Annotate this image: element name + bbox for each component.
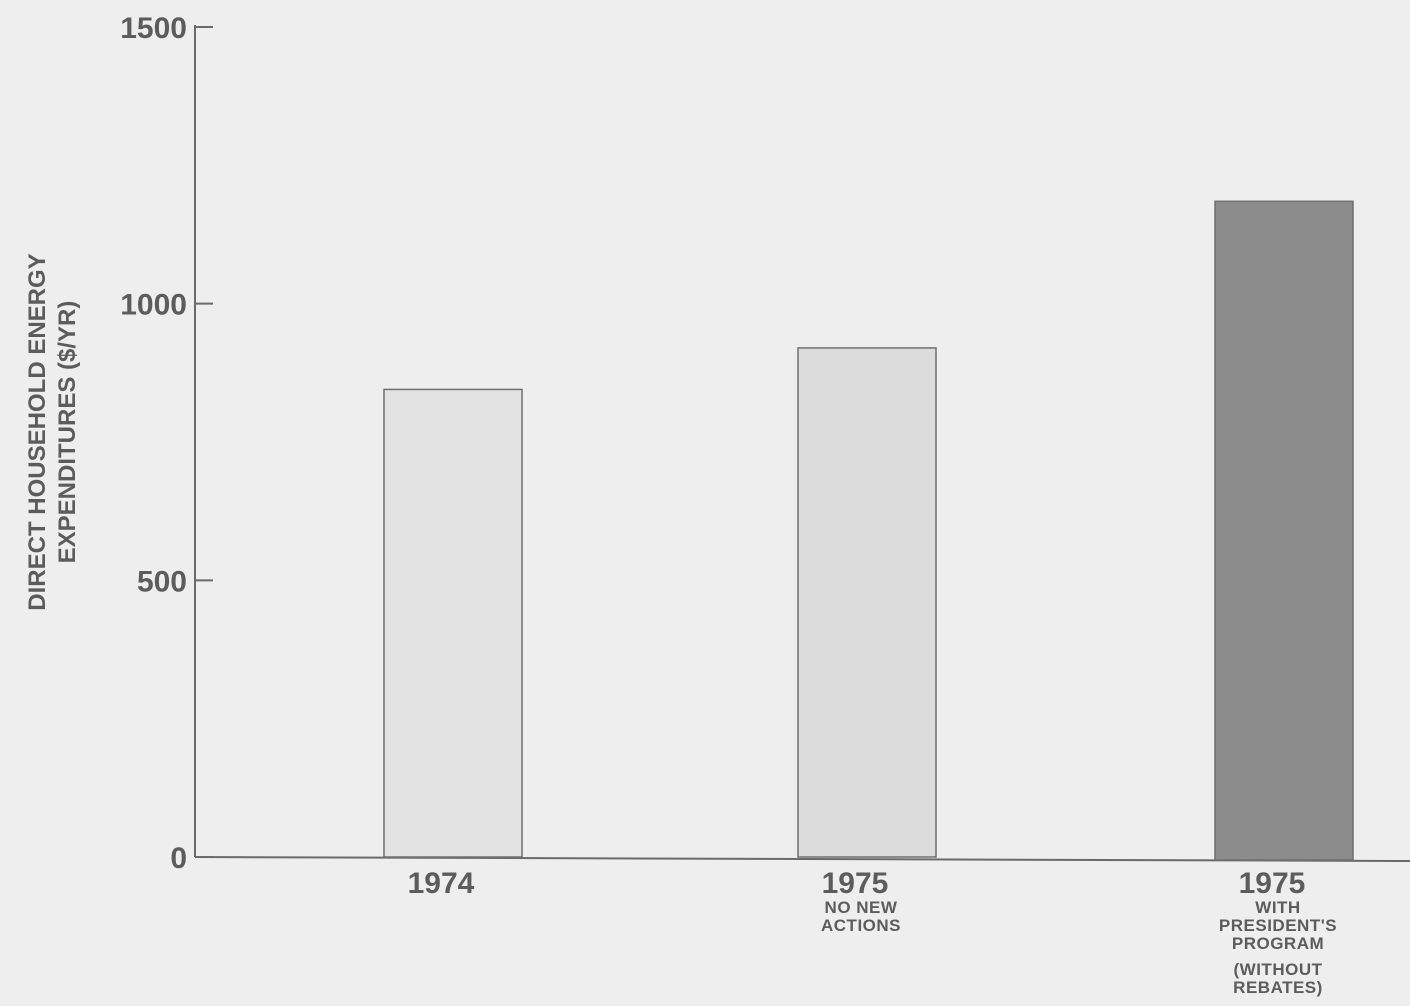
y-axis-label: DIRECT HOUSEHOLD ENERGY EXPENDITURES ($/Y… [24,253,81,610]
x-tick-sublabel: REBATES) [1233,978,1323,997]
bar [383,388,523,858]
bars [383,200,1354,861]
x-tick-label: 1974 [408,867,475,900]
y-tick-label: 1000 [120,289,187,322]
y-axis-label-line: DIRECT HOUSEHOLD ENERGY [24,253,51,610]
bar [1214,200,1354,861]
bar [797,347,937,858]
x-tick-sublabel: PROGRAM [1232,934,1324,953]
x-tick-sublabel: (WITHOUT [1234,960,1323,979]
y-tick-label: 500 [137,565,187,598]
x-tick-sublabel: PRESIDENT'S [1219,916,1337,935]
y-tick-label: 0 [170,842,187,875]
x-tick-sublabel: WITH [1255,898,1300,917]
x-tick-sublabel: ACTIONS [821,916,901,935]
x-tick-sublabel: NO NEW [825,898,898,917]
x-tick-label: 1975 [1239,867,1306,900]
y-tick-label: 1500 [120,12,187,45]
y-axis-ticks: 0 500 1000 1500 [120,12,213,875]
x-tick-label: 1975 [822,867,889,900]
y-axis-label-line: EXPENDITURES ($/YR) [54,301,81,564]
